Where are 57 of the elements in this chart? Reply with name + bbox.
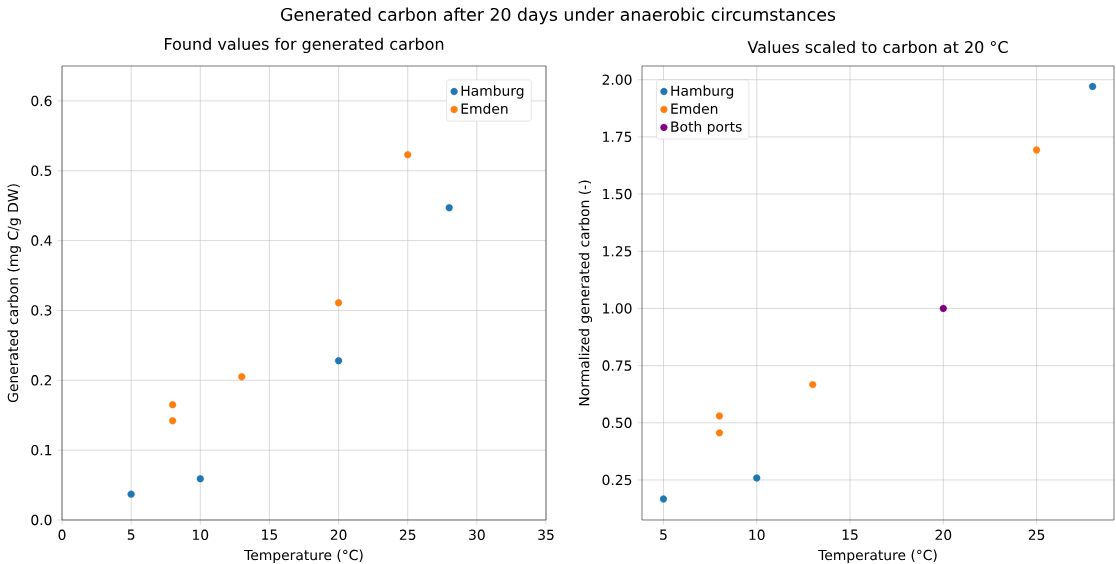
legend-label: Emden	[461, 103, 508, 114]
x-tick-label: 0	[58, 529, 66, 541]
chart-title: Values scaled to carbon at 20 °C	[747, 40, 1008, 54]
x-tick-label: 30	[469, 529, 485, 541]
point	[753, 474, 761, 482]
x-tick-label: 10	[749, 529, 765, 541]
point	[334, 357, 343, 365]
point	[659, 495, 668, 503]
x-tick-label: 10	[192, 529, 209, 541]
point	[939, 304, 947, 313]
x-tick-label: 5	[660, 529, 667, 540]
y-tick-label: 1.00	[603, 303, 632, 314]
chart-title: Found values for generated carbon	[165, 37, 444, 54]
y-tick-label: 1.75	[603, 131, 632, 143]
x-tick-label: 35	[538, 529, 554, 541]
legend-label: Hamburg	[671, 85, 734, 99]
text: Generated carbon after 20 days under anaerobic circumstances	[281, 7, 836, 25]
legend-label: Emden	[671, 103, 718, 114]
y-tick-label: 0.2	[31, 375, 52, 386]
x-tick-label: 25	[1028, 529, 1045, 541]
point	[196, 475, 204, 483]
y-tick-label: 0.75	[602, 360, 632, 371]
point	[715, 412, 724, 420]
x-axis-title: Temperature (°C)	[818, 549, 937, 563]
x-tick-label: 5	[127, 529, 135, 540]
point	[1088, 82, 1097, 91]
point	[445, 204, 453, 212]
y-tick-label: 0.50	[602, 417, 632, 429]
point	[404, 151, 412, 159]
x-tick-label: 20	[935, 529, 952, 541]
y-tick-label: 0.5	[31, 165, 52, 176]
point	[169, 417, 177, 425]
y-tick-label: 0.0	[31, 514, 52, 526]
x-tick-label: 15	[842, 529, 858, 540]
x-axis-title: Temperature (°C)	[244, 549, 363, 563]
y-tick-label: 0.25	[602, 474, 632, 486]
point	[127, 490, 135, 498]
legend-label: Hamburg	[461, 85, 524, 99]
y-tick-label: 1.25	[603, 246, 632, 257]
y-tick-label: 0.3	[31, 305, 52, 316]
point	[715, 429, 724, 437]
point	[238, 373, 246, 381]
point	[809, 380, 817, 389]
legend-label: Both ports	[671, 121, 742, 135]
x-tick-label: 15	[262, 529, 278, 540]
y-tick-label: 0.6	[31, 95, 52, 107]
y-axis-title: Generated carbon (mg C/g DW)	[7, 184, 21, 403]
y-tick-label: 0.1	[31, 444, 52, 456]
y-tick-label: 0.4	[31, 235, 52, 246]
x-tick-label: 25	[399, 529, 416, 541]
point	[334, 299, 343, 307]
y-tick-label: 2.00	[602, 74, 632, 85]
point	[169, 401, 177, 409]
x-tick-label: 20	[330, 529, 347, 541]
y-axis-title: Normalized generated carbon (-)	[578, 180, 593, 406]
y-tick-label: 1.50	[603, 188, 632, 200]
point	[1032, 146, 1041, 154]
